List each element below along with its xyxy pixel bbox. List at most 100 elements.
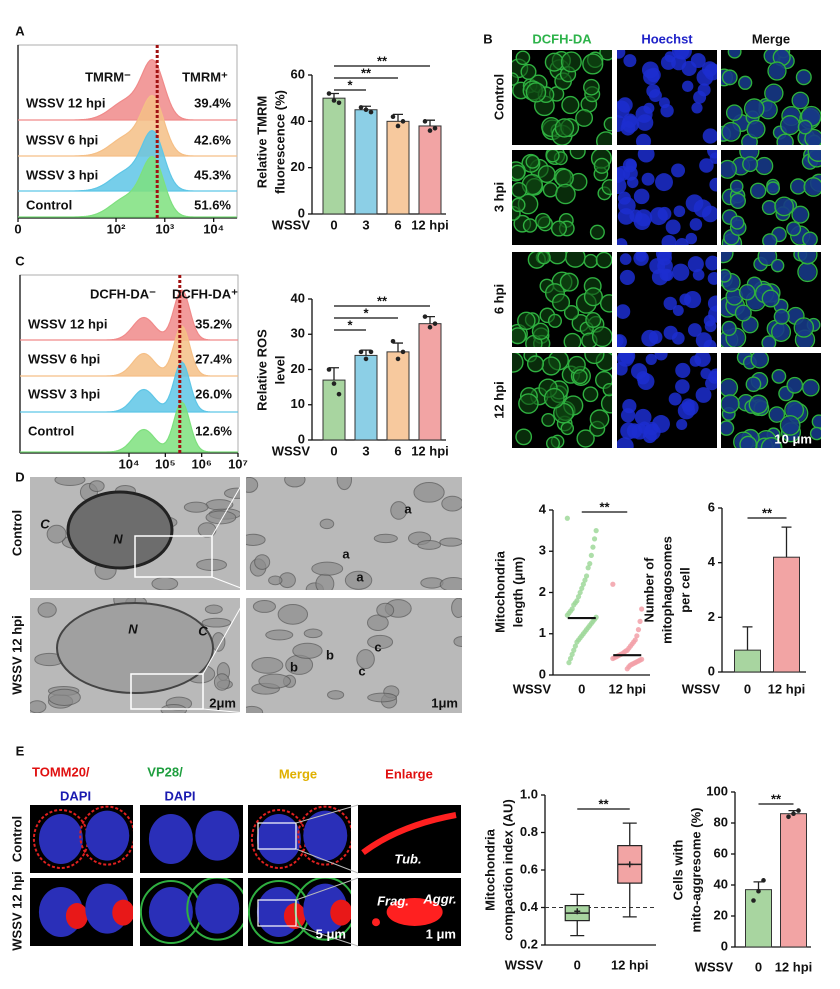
- cell: [757, 252, 778, 267]
- nucleus: [809, 150, 821, 161]
- bar: [386, 120, 410, 215]
- nucleus: [708, 305, 717, 323]
- y-tick-label: 0: [298, 205, 305, 220]
- cell: [563, 305, 580, 321]
- organelle: [439, 577, 462, 590]
- x-tick-label: 0: [755, 959, 762, 974]
- cell: [518, 393, 539, 414]
- nucleus: [661, 234, 677, 245]
- y-tick-label: 40: [291, 113, 305, 128]
- data-point: [786, 814, 791, 820]
- x-tick-label: 12 hpi: [608, 681, 646, 696]
- nucleus: [66, 490, 174, 570]
- nucleus: [726, 289, 742, 305]
- y-tick-label: 1.0: [520, 786, 538, 801]
- cell: [541, 412, 556, 427]
- bar: [780, 813, 807, 948]
- cell: [776, 133, 794, 145]
- nucleus: [763, 290, 779, 307]
- x-tick-label: 12 hpi: [411, 443, 449, 458]
- cell: [797, 119, 813, 135]
- nucleus: [649, 258, 666, 274]
- vp28-ring: [294, 878, 351, 941]
- nucleus: [756, 158, 772, 174]
- x-axis-label: WSSV: [695, 959, 734, 974]
- data-point: [390, 339, 396, 344]
- error-bar: [329, 367, 339, 381]
- cell: [797, 252, 818, 265]
- y-tick-label: 0.6: [520, 861, 538, 876]
- nucleus: [689, 218, 703, 231]
- nucleus: [727, 105, 742, 120]
- gate-label: TMRM⁻: [85, 69, 131, 84]
- nucleus: [303, 810, 348, 861]
- data-point: [336, 391, 342, 397]
- nucleus: [617, 177, 627, 195]
- nucleus: [721, 270, 731, 282]
- x-tick-label: 0: [578, 681, 585, 696]
- vp28-ring: [186, 878, 243, 941]
- nucleus: [617, 334, 627, 347]
- nucleus: [617, 97, 633, 113]
- nucleus: [731, 180, 743, 192]
- row-label: 12 hpi: [491, 381, 506, 419]
- cell: [743, 98, 765, 119]
- cell: [551, 293, 571, 312]
- micrograph: [721, 50, 821, 145]
- data-point: [400, 349, 406, 355]
- data-point: [569, 651, 575, 657]
- column-header: TOMM20/: [32, 764, 90, 779]
- cell: [762, 233, 778, 245]
- nucleus: [654, 353, 668, 361]
- error-bar: [361, 349, 371, 356]
- nucleus: [765, 85, 782, 102]
- cell: [738, 284, 756, 301]
- organelle: [356, 649, 375, 670]
- data-point: [575, 594, 582, 600]
- error-bar: [393, 342, 403, 352]
- nucleus: [748, 121, 764, 138]
- bar: [745, 889, 772, 948]
- cell: [575, 109, 594, 127]
- scale-bar-label: 1μm: [431, 695, 458, 710]
- cell: [576, 429, 595, 448]
- cell: [748, 394, 769, 415]
- cell: [793, 317, 815, 338]
- cell: [749, 182, 767, 199]
- nucleus: [659, 97, 670, 109]
- nucleus: [675, 362, 691, 378]
- cell: [517, 311, 536, 331]
- nucleus: [38, 814, 83, 864]
- organelle: [373, 533, 398, 544]
- nucleus: [775, 198, 793, 215]
- cell: [760, 437, 783, 448]
- organelle: [441, 495, 462, 512]
- organelle: [265, 629, 294, 641]
- data-point: [567, 655, 574, 662]
- nucleus: [682, 80, 694, 92]
- cell: [761, 199, 777, 216]
- y-axis-label: compaction index (AU): [500, 799, 515, 941]
- nucleus: [768, 62, 786, 80]
- nucleus: [661, 268, 674, 282]
- y-tick-label: 20: [291, 159, 305, 174]
- cell: [803, 177, 821, 197]
- row-label: WSSV 3 hpi: [28, 386, 100, 401]
- nucleus: [620, 120, 636, 136]
- cell: [603, 116, 612, 132]
- cell: [721, 252, 734, 264]
- cell: [585, 312, 602, 328]
- organelle: [211, 632, 226, 652]
- cell: [547, 313, 562, 328]
- nucleus: [721, 421, 733, 435]
- nucleus: [703, 339, 717, 347]
- y-tick-label: 40: [291, 290, 305, 305]
- cell: [773, 308, 790, 325]
- zoom-line: [202, 597, 247, 675]
- data-point: [331, 381, 337, 386]
- nucleus: [623, 54, 637, 68]
- nucleus: [635, 209, 653, 227]
- organelle: [183, 501, 209, 513]
- cell: [520, 63, 537, 80]
- column-header: VP28/: [147, 764, 183, 779]
